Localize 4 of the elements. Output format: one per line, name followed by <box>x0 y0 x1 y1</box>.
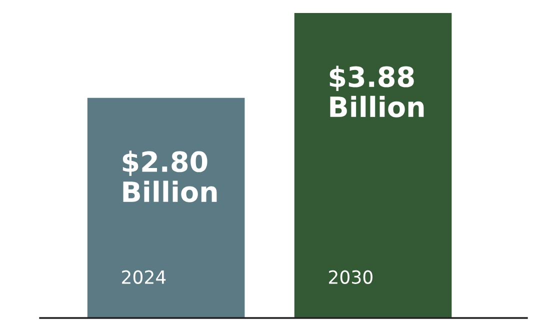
x-tick-label: 2024 <box>122 270 166 284</box>
data-label: $3.88 Billion <box>330 66 424 118</box>
data-label: $2.80 Billion <box>122 150 217 202</box>
x-tick-label: 2030 <box>329 270 372 284</box>
